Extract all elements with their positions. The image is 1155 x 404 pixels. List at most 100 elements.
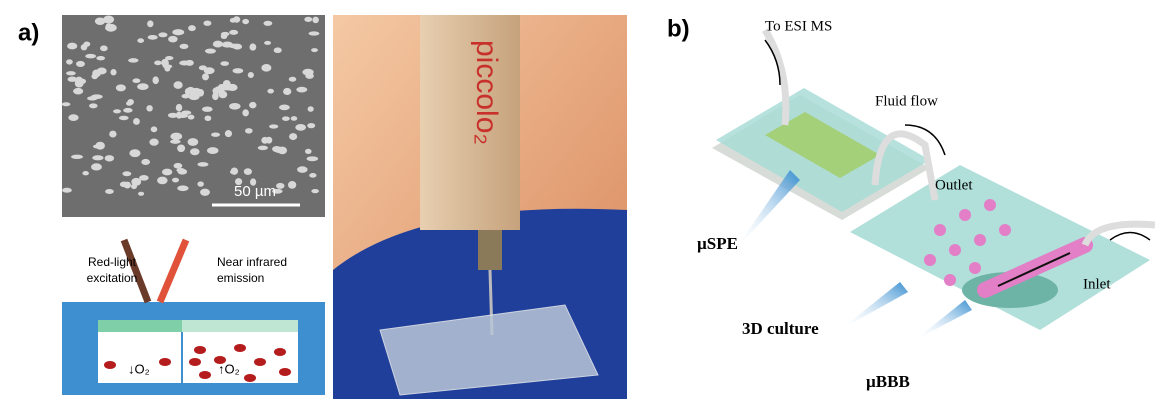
oxygen-label: ↓O₂ xyxy=(128,361,150,376)
particle xyxy=(119,116,129,120)
particle xyxy=(92,155,103,160)
particle xyxy=(146,105,152,111)
particle xyxy=(225,130,232,137)
particle xyxy=(170,139,181,143)
particle xyxy=(148,35,158,40)
particle xyxy=(66,71,76,75)
particle xyxy=(133,118,140,125)
outlet-label: Outlet xyxy=(935,177,973,193)
particle xyxy=(197,181,204,186)
particle xyxy=(73,88,83,95)
particle xyxy=(283,88,291,95)
particle xyxy=(158,32,167,37)
particle xyxy=(311,189,319,193)
particle xyxy=(222,86,233,90)
particle xyxy=(139,175,149,181)
pointer xyxy=(735,170,800,250)
particle xyxy=(279,105,290,111)
particle xyxy=(91,163,102,170)
particle xyxy=(177,185,188,191)
brand-label: piccolo₂ xyxy=(470,40,503,145)
particle xyxy=(89,103,98,108)
particle xyxy=(67,43,77,50)
particle xyxy=(170,133,182,140)
particle xyxy=(249,43,256,50)
particle xyxy=(81,44,88,50)
scale-label: 50 µm xyxy=(234,183,276,200)
particle xyxy=(71,155,83,159)
particle xyxy=(123,108,132,113)
particle xyxy=(147,20,153,27)
oxygen-label: ↑O₂ xyxy=(218,361,240,376)
particle xyxy=(172,178,179,183)
particle xyxy=(116,84,126,91)
flow-label: Fluid flow xyxy=(875,93,938,109)
particle xyxy=(269,124,278,128)
particle xyxy=(120,182,128,188)
particle xyxy=(263,21,272,26)
particle xyxy=(309,31,320,35)
particle xyxy=(138,192,144,196)
particle xyxy=(197,162,208,167)
figure: a) 50 µm Red-lightexcitation Near infrar… xyxy=(0,0,1155,399)
particle xyxy=(242,109,249,116)
probe-tip xyxy=(478,230,502,270)
particle xyxy=(105,189,114,194)
particle xyxy=(307,156,319,161)
particle xyxy=(105,155,114,161)
particle xyxy=(176,112,182,119)
particle xyxy=(188,115,195,120)
particle xyxy=(302,69,313,76)
particle xyxy=(274,47,282,53)
particle xyxy=(311,48,318,52)
particle xyxy=(219,91,228,98)
particle xyxy=(295,124,306,131)
particle xyxy=(62,188,72,193)
pointer xyxy=(915,300,972,340)
pointer xyxy=(840,282,908,330)
particle xyxy=(131,178,141,186)
particle xyxy=(242,19,249,24)
particle xyxy=(297,166,307,173)
particle xyxy=(163,64,173,68)
particle xyxy=(202,107,213,112)
particle xyxy=(97,68,107,75)
panel-label: b) xyxy=(667,15,690,42)
emission-fiber xyxy=(160,240,186,302)
particle xyxy=(232,68,243,73)
bbb-label: µBBB xyxy=(866,372,910,391)
particle xyxy=(154,61,161,66)
particle xyxy=(182,94,190,99)
particle xyxy=(132,78,140,83)
particle xyxy=(122,171,131,176)
particle xyxy=(220,61,229,66)
particle xyxy=(129,149,140,157)
particle xyxy=(176,168,185,172)
particle xyxy=(267,89,274,94)
particle xyxy=(100,45,108,51)
particle xyxy=(264,41,271,45)
particle xyxy=(188,138,199,146)
particle xyxy=(151,126,158,132)
particle xyxy=(308,106,314,112)
particle xyxy=(204,67,215,74)
particle xyxy=(172,29,184,35)
culture-label: 3D culture xyxy=(742,319,819,338)
particle xyxy=(174,163,183,169)
particle xyxy=(128,58,138,63)
sensor-layer xyxy=(98,320,182,332)
particle xyxy=(207,147,218,154)
particle xyxy=(68,77,77,82)
particle xyxy=(213,41,223,48)
probe xyxy=(420,15,520,230)
particle xyxy=(181,111,191,115)
particle xyxy=(96,56,105,60)
particle xyxy=(173,81,182,89)
particle xyxy=(312,17,319,24)
particle xyxy=(282,116,290,121)
particle xyxy=(76,61,85,67)
particle xyxy=(305,149,312,154)
particle xyxy=(274,147,284,153)
cell xyxy=(159,358,171,366)
particle xyxy=(230,170,237,175)
